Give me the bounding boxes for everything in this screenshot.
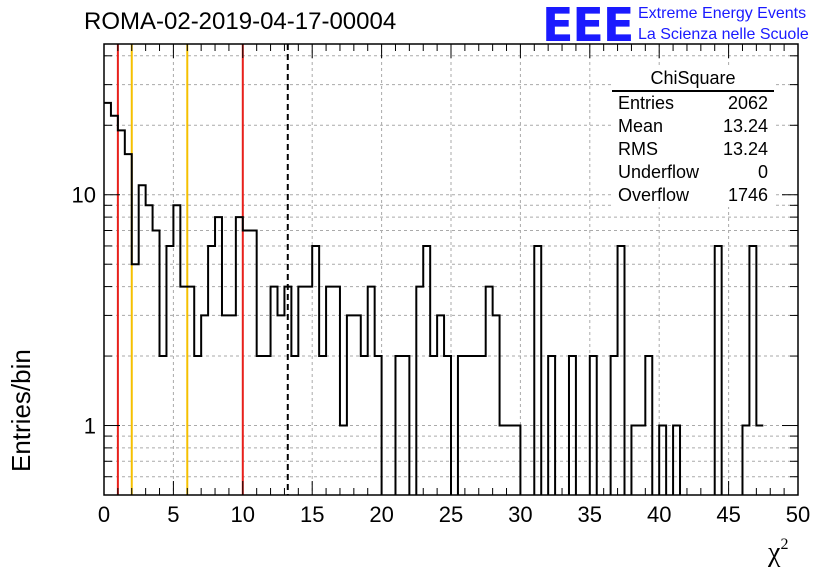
stats-label: Underflow	[618, 162, 700, 182]
x-tick-label: 5	[167, 502, 179, 527]
stats-row: RMS 13.24	[612, 138, 774, 161]
stats-label: Overflow	[618, 185, 690, 205]
x-tick-label: 30	[508, 502, 532, 527]
stats-label: Mean	[618, 116, 664, 136]
x-tick-label: 50	[786, 502, 810, 527]
y-tick-label: 1	[84, 414, 96, 439]
x-tick-label: 20	[369, 502, 393, 527]
x-tick-label: 40	[647, 502, 671, 527]
eee-logo: EEE	[542, 0, 634, 52]
stats-title: ChiSquare	[612, 66, 774, 92]
histogram-series	[104, 101, 764, 495]
stats-label: Entries	[618, 93, 675, 113]
x-tick-label: 45	[716, 502, 740, 527]
x-tick-label: 25	[439, 502, 463, 527]
y-tick-label: 10	[72, 183, 96, 208]
stats-value: 0	[757, 162, 768, 182]
y-axis-label: Entries/bin	[6, 349, 36, 472]
stats-value: 2062	[727, 93, 768, 113]
histogram-line	[104, 101, 764, 495]
axis-ticks: 0 5 10 15 20 25 30 35 40 45 50 1 10	[72, 44, 810, 527]
stats-box: ChiSquare Entries 2062 Mean 13.24 RMS 13.24…	[612, 66, 774, 207]
stats-label: RMS	[618, 139, 658, 159]
stats-row: Mean 13.24	[612, 115, 774, 138]
stats-row: Entries 2062	[612, 92, 774, 115]
eee-logo-text: Extreme Energy Events La Scienza nelle S…	[638, 3, 809, 45]
chart-title: ROMA-02-2019-04-17-00004	[84, 8, 397, 35]
reference-lines	[116, 44, 289, 495]
x-tick-label: 0	[98, 502, 110, 527]
stats-value: 13.24	[722, 116, 768, 136]
x-tick-label: 35	[578, 502, 602, 527]
logo-line-1: Extreme Energy Events	[638, 5, 807, 22]
x-tick-label: 15	[300, 502, 324, 527]
x-tick-label: 10	[231, 502, 255, 527]
logo-line-2: La Scienza nelle Scuole	[638, 26, 809, 43]
stats-row: Underflow 0	[612, 161, 774, 184]
stats-row: Overflow 1746	[612, 184, 774, 207]
stats-value: 1746	[727, 185, 768, 205]
stats-value: 13.24	[722, 139, 768, 159]
x-axis-label: χ2	[768, 536, 789, 568]
